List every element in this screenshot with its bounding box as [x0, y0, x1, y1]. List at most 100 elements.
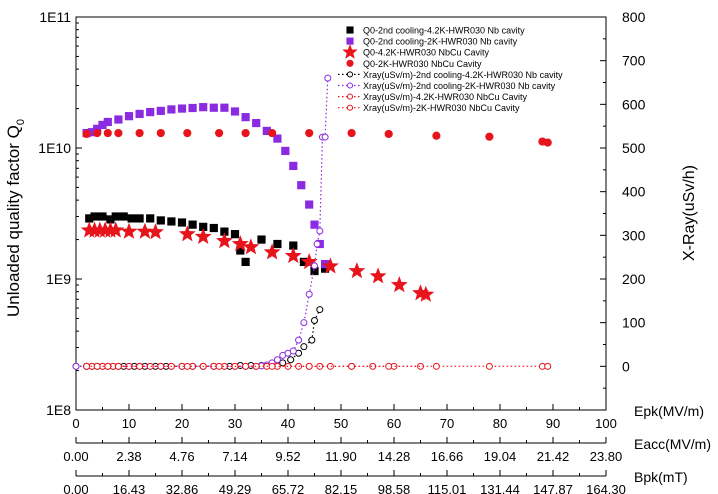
data-point [289, 347, 297, 355]
data-point [316, 227, 324, 235]
data-point [284, 247, 302, 264]
data-point [72, 362, 80, 370]
data-point [183, 128, 192, 138]
left-tick-label: 1E8 [46, 402, 71, 418]
data-point [83, 362, 91, 370]
data-point [230, 230, 240, 239]
right-tick-label: 500 [622, 140, 646, 156]
x-tick-label: 21.42 [537, 449, 570, 464]
x-tick-label: 147.87 [533, 482, 573, 494]
y-left-label-main: Unloaded quality factor Q [4, 125, 23, 317]
left-tick-label: 1E11 [39, 9, 71, 25]
x-tick-label: 100 [595, 416, 617, 431]
data-point [98, 212, 107, 221]
data-point [321, 257, 339, 274]
data-point [300, 319, 308, 327]
data-point [263, 243, 281, 260]
data-point [346, 93, 354, 100]
x-tick-label: 4.76 [169, 449, 194, 464]
data-point [157, 362, 165, 370]
data-point [342, 44, 358, 59]
data-point [346, 104, 354, 111]
data-point [107, 221, 125, 238]
data-point [194, 227, 212, 244]
x-tick-label: 82.15 [325, 482, 358, 494]
data-point [127, 214, 136, 223]
data-point [209, 223, 218, 233]
data-point [305, 128, 314, 138]
data-point [346, 71, 354, 78]
data-point [183, 362, 191, 370]
data-point [167, 105, 176, 114]
right-tick-label: 300 [622, 227, 646, 243]
x-tick-label: 65.72 [272, 482, 305, 494]
data-point [103, 128, 112, 138]
legend: Q0-2nd cooling-4.2K-HWR030 Nb cavityQ0-2… [338, 26, 563, 113]
data-point [146, 214, 155, 223]
data-point [321, 133, 329, 141]
data-point [257, 235, 266, 244]
data-point [177, 104, 187, 113]
x-tick-label: 0.00 [63, 449, 88, 464]
series [72, 306, 324, 370]
x-tick-label: 98.58 [378, 482, 411, 494]
data-point [311, 262, 318, 270]
x-tick-label: 20 [175, 416, 189, 431]
legend-label: Xray(uSv/m)-2K-HWR030 NbCu Cavity [363, 103, 520, 113]
data-point [93, 128, 102, 138]
data-point [199, 103, 208, 112]
data-point [268, 362, 276, 370]
x-tick-label: 90 [546, 416, 560, 431]
data-point [230, 107, 240, 116]
data-point [177, 218, 187, 227]
y-left-label: Unloaded quality factor Q0 [4, 119, 27, 317]
y-right-label: X-Ray(uSv/h) [681, 165, 698, 261]
x-tick-label: 14.28 [378, 449, 411, 464]
y-left-label-subscript: 0 [15, 119, 27, 125]
data-point [310, 220, 319, 229]
data-point [124, 112, 134, 121]
data-point [485, 132, 494, 141]
data-point [242, 362, 250, 370]
series [82, 128, 552, 147]
series [85, 212, 330, 276]
data-point [297, 181, 306, 190]
x-tick-label: 60 [387, 416, 401, 431]
data-point [417, 285, 435, 302]
x-tick-label: 70 [440, 416, 454, 431]
data-point [308, 336, 316, 344]
legend-label: Xray(uSv/m)-2nd cooling-2K-HWR030 Nb cav… [363, 81, 556, 91]
legend-label: Q0-2nd cooling-2K-HWR030 Nb cavity [363, 37, 518, 47]
data-point [215, 362, 223, 370]
data-point [156, 106, 165, 115]
data-point [346, 37, 354, 45]
x-tick-label: 115.01 [428, 482, 467, 494]
data-point [93, 362, 101, 370]
x-axes: 0 10 20 30 40 50 60 70 80 90 100 Epk(MV/m) 0.00 2.38 4… [63, 403, 711, 494]
data-point [241, 128, 250, 138]
x-tick-label: 80 [493, 416, 507, 431]
data-point [369, 267, 387, 284]
data-point [268, 128, 277, 138]
data-point [188, 103, 197, 113]
data-point [242, 238, 260, 255]
data-point [252, 362, 260, 370]
x-tick-label: 23.80 [590, 449, 623, 464]
x-tick-label: 7.14 [222, 449, 247, 464]
data-point [432, 131, 441, 140]
x-axis-title: Epk(MV/m) [634, 403, 704, 419]
legend-label: Q0-4.2K-HWR030 NbCu Cavity [363, 48, 490, 58]
data-point [135, 214, 144, 223]
data-point [324, 74, 332, 82]
data-point [114, 362, 122, 370]
data-point [215, 232, 233, 249]
data-point [215, 128, 224, 138]
data-point [111, 212, 120, 221]
left-axis-ticks: 1E8 1E9 1E10 1E11 [38, 9, 82, 418]
x-tick-label: 19.04 [484, 449, 517, 464]
data-point [305, 362, 313, 370]
data-point [82, 129, 91, 139]
data-point [156, 216, 165, 225]
data-point [305, 290, 313, 298]
left-tick-label: 1E10 [38, 140, 71, 156]
